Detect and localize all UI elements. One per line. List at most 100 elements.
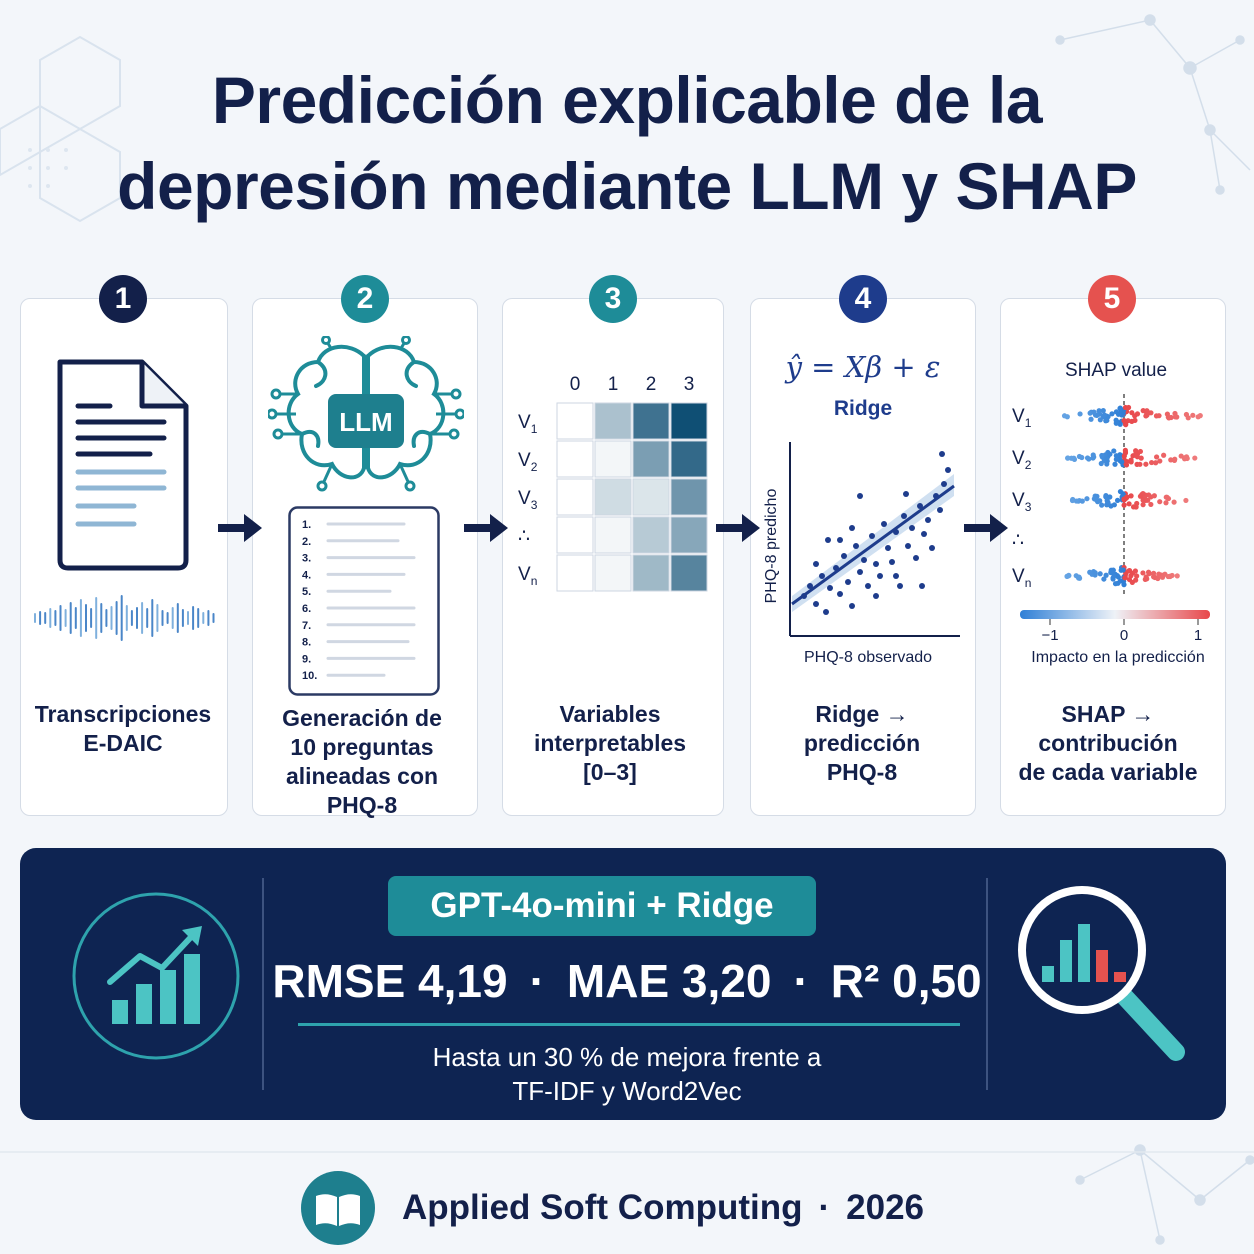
- heatmap-cell: [632, 516, 670, 554]
- shap-point: [1101, 576, 1107, 582]
- footer: Applied Soft Computing · 2026: [300, 1170, 924, 1246]
- shap-point: [1140, 570, 1146, 576]
- question-number: 3.: [302, 553, 311, 565]
- llm-chip-label: LLM: [339, 407, 392, 437]
- shap-point: [1137, 493, 1144, 499]
- shap-point: [1111, 573, 1117, 579]
- shap-point: [1123, 422, 1129, 428]
- shap-point: [1112, 461, 1118, 467]
- heatmap-cell: [594, 402, 632, 440]
- step-label-line: Generación de: [282, 705, 442, 731]
- question-number: 10.: [302, 670, 317, 682]
- step-label-line: E-DAIC: [83, 730, 163, 756]
- arrow-right-icon: [964, 514, 1008, 542]
- regression-point: [903, 491, 909, 497]
- rmse-label: RMSE: [272, 955, 406, 1007]
- step-label-line: contribución: [1038, 730, 1178, 756]
- step-card-5: [1000, 298, 1226, 816]
- regression-point: [913, 555, 919, 561]
- step-label-2: Generación de 10 preguntas alineadas con…: [252, 704, 472, 820]
- banner-divider: [986, 878, 988, 1090]
- regression-point: [825, 537, 831, 543]
- shap-point: [1079, 498, 1085, 504]
- shap-row-label: ∴: [1012, 530, 1024, 551]
- regression-point: [801, 593, 807, 599]
- step-label-line: PHQ-8: [326, 792, 398, 818]
- shap-tick-label: 1: [1194, 627, 1202, 644]
- shap-point: [1129, 579, 1135, 586]
- regression-point: [921, 531, 927, 537]
- metric-separator: ·: [529, 955, 545, 1007]
- step-label-line: de cada variable: [1018, 759, 1198, 785]
- shap-point: [1156, 413, 1162, 419]
- shap-point: [1183, 454, 1190, 460]
- heatmap-column-label: 1: [608, 374, 619, 395]
- heatmap-column-label: 3: [684, 374, 695, 395]
- shap-point: [1099, 452, 1105, 459]
- shap-tick-label: 0: [1120, 627, 1128, 644]
- rmse-value: 4,19: [418, 955, 508, 1007]
- shap-point: [1118, 459, 1125, 465]
- shap-point: [1113, 453, 1119, 459]
- regression-point: [885, 545, 891, 551]
- variables-heatmap: 0 1 2 3 V1 V2 V3 ∴ Vn: [518, 374, 708, 592]
- shap-point: [1174, 573, 1180, 579]
- regression-model-label: Ridge: [833, 397, 893, 420]
- regression-point: [845, 579, 851, 585]
- shap-point: [1113, 420, 1119, 426]
- heatmap-column-label: 2: [646, 374, 657, 395]
- regression-point: [873, 561, 879, 567]
- question-number: 2.: [302, 536, 311, 548]
- regression-point: [857, 493, 863, 499]
- heatmap-cell: [556, 478, 594, 516]
- regression-point: [933, 493, 939, 499]
- heatmap-cell: [670, 440, 708, 478]
- shap-point: [1103, 572, 1109, 578]
- heatmap-row-label: V2: [518, 450, 538, 474]
- regression-point: [807, 583, 813, 589]
- shap-point: [1197, 413, 1203, 419]
- shap-point: [1140, 502, 1146, 508]
- question-number: 9.: [302, 653, 311, 665]
- shap-point: [1130, 504, 1137, 510]
- step-label-line: predicción: [803, 730, 921, 756]
- step-number-5: 5: [1088, 275, 1136, 323]
- shap-point: [1096, 408, 1102, 414]
- magnifier-chart-icon: [1018, 886, 1185, 1061]
- regression-point: [941, 481, 947, 487]
- step-label-line: interpretables: [533, 730, 687, 756]
- shap-point: [1157, 458, 1163, 464]
- heatmap-cell: [556, 440, 594, 478]
- shap-point: [1126, 501, 1132, 507]
- shap-point: [1092, 570, 1098, 576]
- step-label-line: Transcripciones: [34, 701, 212, 727]
- shap-color-scale: [1020, 610, 1210, 619]
- shap-point: [1092, 496, 1099, 502]
- improvement-note: Hasta un 30 % de mejora frente a TF-IDF …: [262, 1040, 992, 1108]
- arrow-right-icon: [464, 514, 508, 542]
- regression-point: [849, 603, 855, 609]
- shap-point: [1084, 496, 1090, 502]
- regression-point: [873, 593, 879, 599]
- heatmap-column-label: 0: [570, 374, 581, 395]
- title-line-1: Predicción explicable de la: [211, 63, 1043, 137]
- step-label-line: alineadas con: [285, 763, 439, 789]
- regression-point: [813, 601, 819, 607]
- regression-point: [827, 585, 833, 591]
- shap-point: [1134, 452, 1140, 459]
- shap-point: [1128, 457, 1134, 463]
- shap-point: [1111, 502, 1117, 508]
- heatmap-cell: [556, 516, 594, 554]
- shap-point: [1137, 461, 1143, 467]
- shap-point: [1077, 411, 1083, 417]
- regression-point: [861, 557, 867, 563]
- shap-point: [1168, 414, 1174, 421]
- shap-point: [1101, 412, 1107, 418]
- shap-point: [1172, 414, 1179, 420]
- metrics-row: RMSE 4,19 · MAE 3,20 · R² 0,50: [262, 950, 992, 1012]
- shap-point: [1143, 461, 1149, 467]
- audio-waveform-icon: [34, 595, 215, 641]
- shap-point: [1126, 568, 1133, 574]
- shap-point: [1091, 409, 1097, 415]
- banner-underline: [298, 1023, 960, 1026]
